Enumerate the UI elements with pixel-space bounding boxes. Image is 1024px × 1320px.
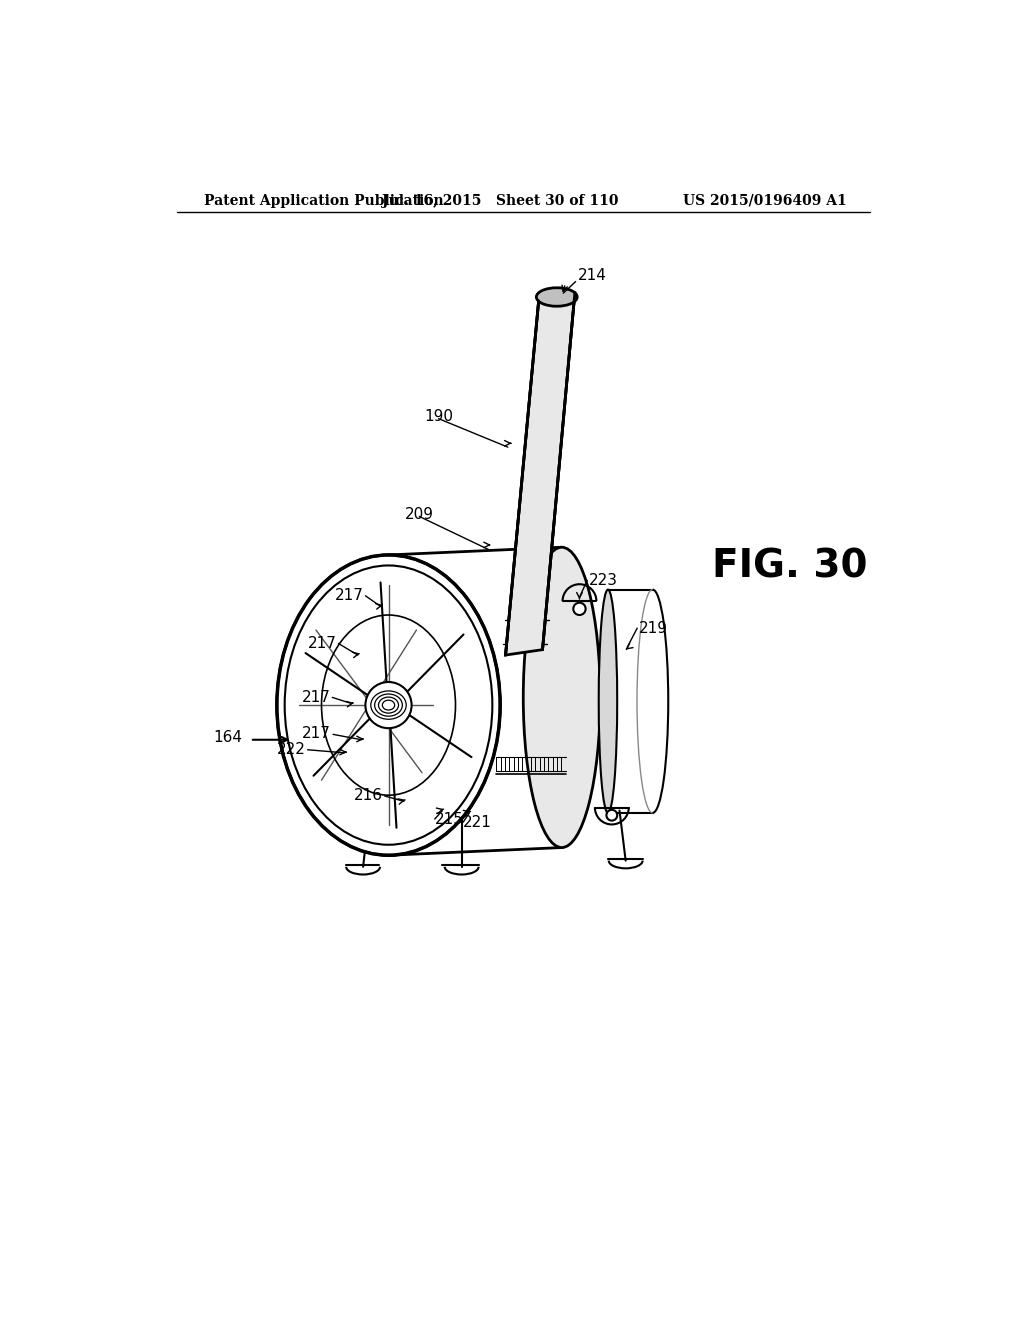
Ellipse shape (606, 810, 617, 821)
Ellipse shape (366, 682, 412, 729)
Text: Jul. 16, 2015   Sheet 30 of 110: Jul. 16, 2015 Sheet 30 of 110 (382, 194, 618, 207)
Ellipse shape (276, 554, 500, 855)
Ellipse shape (523, 548, 600, 847)
Polygon shape (506, 293, 574, 655)
Ellipse shape (599, 590, 617, 813)
Ellipse shape (537, 288, 578, 306)
Text: 209: 209 (404, 507, 434, 523)
Text: Patent Application Publication: Patent Application Publication (204, 194, 443, 207)
Text: 216: 216 (354, 788, 383, 804)
Text: 214: 214 (578, 268, 607, 282)
Text: 217: 217 (302, 726, 331, 741)
Text: 217: 217 (302, 690, 331, 705)
Text: 215: 215 (435, 812, 464, 826)
Text: 190: 190 (425, 409, 454, 424)
Text: 164: 164 (213, 730, 243, 744)
Text: 217: 217 (335, 589, 364, 603)
Text: FIG. 30: FIG. 30 (712, 548, 867, 586)
Text: 219: 219 (639, 620, 668, 636)
Text: 217: 217 (308, 636, 337, 651)
Text: US 2015/0196409 A1: US 2015/0196409 A1 (683, 194, 847, 207)
Text: 221: 221 (463, 814, 493, 830)
Ellipse shape (573, 603, 586, 615)
Text: 222: 222 (278, 742, 306, 758)
Text: 223: 223 (589, 573, 617, 587)
